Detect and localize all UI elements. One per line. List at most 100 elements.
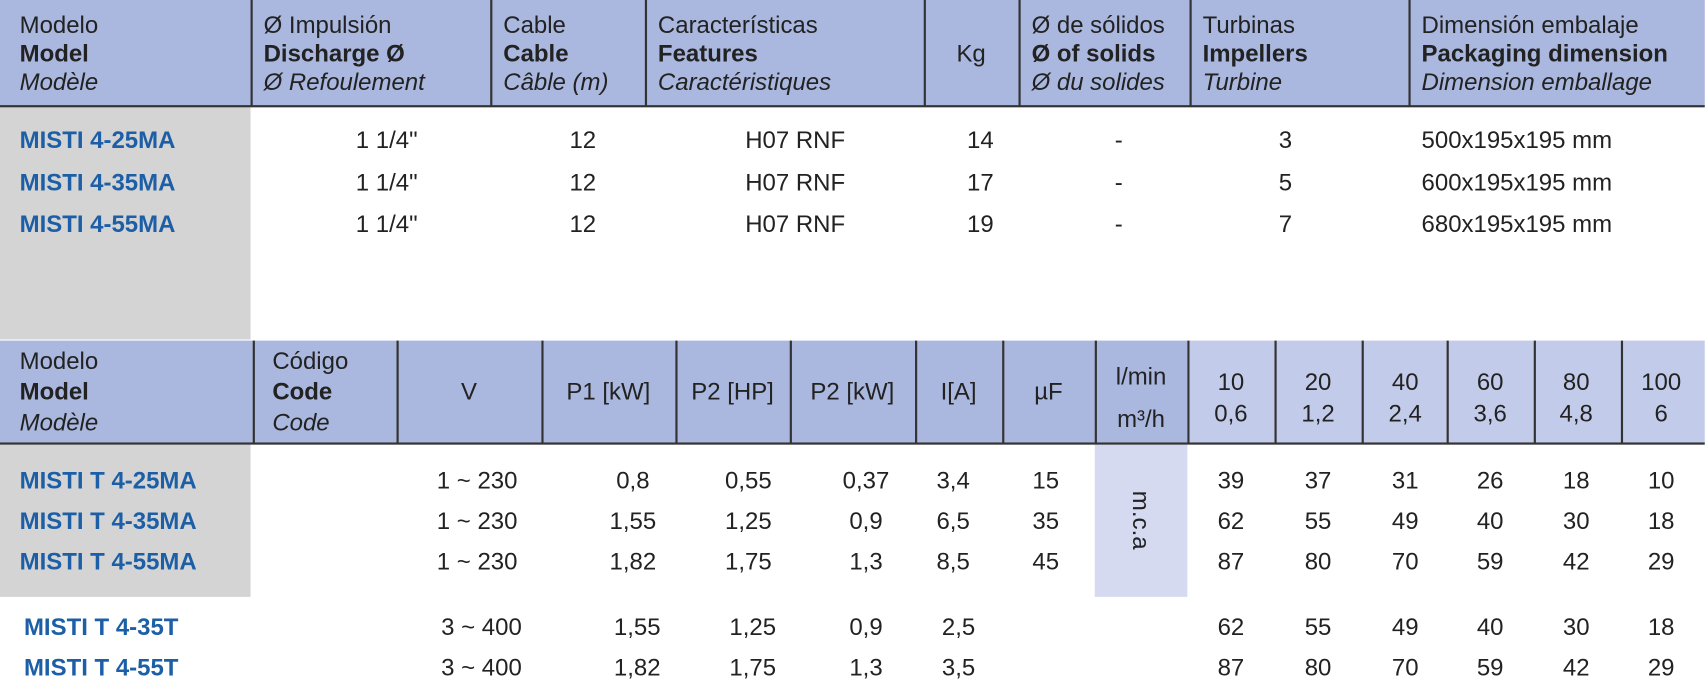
cell: 3 ~ 400 xyxy=(441,653,522,682)
cell: - xyxy=(1114,125,1123,154)
header-label: Ø du solides xyxy=(1031,67,1165,96)
header-label: P2 [kW] xyxy=(810,377,895,406)
column-separator xyxy=(675,340,677,444)
header-label: Turbine xyxy=(1202,67,1283,96)
header-rule xyxy=(0,442,1705,445)
cell: 29 xyxy=(1647,653,1675,682)
cell: 15 xyxy=(1032,466,1060,494)
flow-header: 20 xyxy=(1304,367,1332,396)
cell: 1 ~ 230 xyxy=(436,466,518,494)
column-separator xyxy=(915,340,917,444)
cell: 1 ~ 230 xyxy=(436,507,518,535)
column-separator xyxy=(490,0,492,107)
flow-header: 3,6 xyxy=(1473,399,1507,428)
header-label: Modelo xyxy=(19,10,99,39)
cell: 80 xyxy=(1304,653,1332,682)
header-band xyxy=(0,340,1188,444)
cell: 70 xyxy=(1391,547,1419,575)
header-label: I[A] xyxy=(940,377,977,406)
cell: 1,75 xyxy=(725,547,772,575)
flow-header: 4,8 xyxy=(1559,399,1593,428)
cell: 59 xyxy=(1476,653,1504,682)
cell: 1,25 xyxy=(725,507,772,535)
flow-header: 100 xyxy=(1641,367,1682,396)
cell: 12 xyxy=(569,210,597,238)
cell: H07 RNF xyxy=(745,125,846,154)
cell: 35 xyxy=(1032,507,1060,535)
column-separator xyxy=(250,0,253,107)
header-label: Model xyxy=(19,39,89,67)
column-separator xyxy=(1018,0,1021,107)
header-label: m³/h xyxy=(1117,405,1166,433)
header-label: Packaging dimension xyxy=(1421,39,1668,67)
cell: 37 xyxy=(1304,466,1332,494)
flow-header: 60 xyxy=(1476,367,1504,396)
cell: 3,4 xyxy=(936,466,970,494)
cell: 40 xyxy=(1476,613,1504,641)
header-label: Ø of solids xyxy=(1031,39,1156,67)
flow-header: 2,4 xyxy=(1388,399,1422,428)
cell: 40 xyxy=(1476,507,1504,535)
cell: 600x195x195 mm xyxy=(1421,168,1613,196)
header-label: Code xyxy=(272,408,330,436)
header-label: Kg xyxy=(956,39,986,67)
cell: 8,5 xyxy=(936,547,970,575)
cell: H07 RNF xyxy=(745,168,846,196)
cell: - xyxy=(1114,210,1123,238)
cell: 12 xyxy=(569,125,597,154)
cell: 30 xyxy=(1562,507,1590,535)
cell: 1 ~ 230 xyxy=(436,547,518,575)
unit-column-shade xyxy=(1094,444,1188,597)
column-separator xyxy=(1094,340,1097,444)
cell: 1,82 xyxy=(609,547,657,575)
cell: 0,9 xyxy=(849,507,883,535)
flow-header: 80 xyxy=(1562,367,1590,396)
header-label: Características xyxy=(657,10,818,39)
model-column-shade xyxy=(0,107,251,340)
cell: 500x195x195 mm xyxy=(1421,125,1613,154)
header-band xyxy=(0,0,1705,107)
header-label: l/min xyxy=(1115,362,1167,390)
cell: 55 xyxy=(1304,507,1332,535)
model-name: MISTI T 4-25MA xyxy=(19,466,197,494)
cell: 55 xyxy=(1304,613,1332,641)
cell: 5 xyxy=(1278,168,1293,196)
header-label: Cable xyxy=(503,39,569,67)
cell: 1 1/4" xyxy=(355,168,418,196)
cell: 18 xyxy=(1562,466,1590,494)
column-separator xyxy=(1002,340,1004,444)
cell: 62 xyxy=(1217,507,1245,535)
header-label: Modelo xyxy=(19,347,99,375)
cell: 12 xyxy=(569,168,597,196)
header-label: Modèle xyxy=(19,408,99,436)
cell: 1 1/4" xyxy=(355,210,418,238)
header-label: Cable xyxy=(503,10,566,39)
cell: 26 xyxy=(1476,466,1504,494)
cell: 80 xyxy=(1304,547,1332,575)
cell: 17 xyxy=(967,168,994,196)
column-separator xyxy=(1361,340,1364,444)
header-band-light xyxy=(1187,340,1705,444)
column-separator xyxy=(252,340,255,444)
model-name: MISTI T 4-35T xyxy=(23,613,179,641)
header-label: V xyxy=(460,377,477,406)
unit-label: m.c.a xyxy=(1127,490,1155,550)
column-separator xyxy=(1408,0,1411,107)
model-name: MISTI T 4-55T xyxy=(23,653,179,682)
cell: - xyxy=(1114,168,1123,196)
header-label: Impellers xyxy=(1202,39,1308,67)
cell: 1,3 xyxy=(849,653,883,682)
header-label: Dimensión embalaje xyxy=(1421,10,1639,39)
model-name: MISTI 4-55MA xyxy=(19,210,176,238)
header-rule xyxy=(0,105,1705,108)
model-name: MISTI 4-35MA xyxy=(19,168,176,196)
column-separator xyxy=(1533,340,1536,444)
cell: 42 xyxy=(1562,653,1590,682)
header-label: Caractéristiques xyxy=(657,67,832,96)
column-separator xyxy=(1274,340,1277,444)
cell: 6,5 xyxy=(936,507,970,535)
cell: H07 RNF xyxy=(745,210,846,238)
cell: 3,5 xyxy=(941,653,976,682)
model-name: MISTI T 4-55MA xyxy=(19,547,197,575)
